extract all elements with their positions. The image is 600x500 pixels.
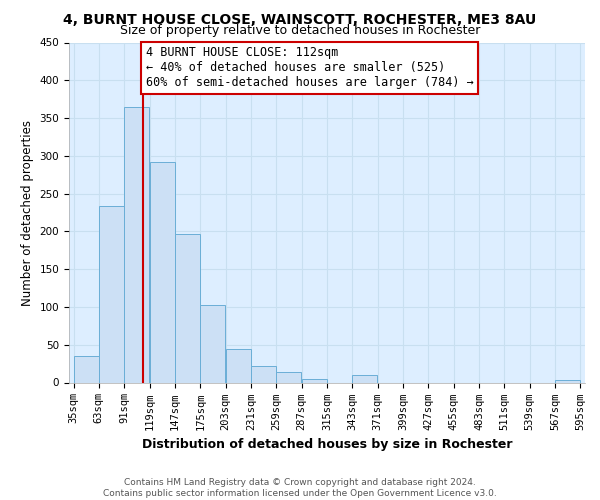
Bar <box>251 366 276 382</box>
Text: Contains HM Land Registry data © Crown copyright and database right 2024.
Contai: Contains HM Land Registry data © Crown c… <box>103 478 497 498</box>
Bar <box>149 162 175 382</box>
Text: 4 BURNT HOUSE CLOSE: 112sqm
← 40% of detached houses are smaller (525)
60% of se: 4 BURNT HOUSE CLOSE: 112sqm ← 40% of det… <box>146 46 473 90</box>
X-axis label: Distribution of detached houses by size in Rochester: Distribution of detached houses by size … <box>142 438 512 451</box>
Bar <box>200 304 226 382</box>
Bar <box>302 380 327 382</box>
Bar <box>226 350 251 382</box>
Bar <box>555 380 580 382</box>
Bar <box>175 234 200 382</box>
Y-axis label: Number of detached properties: Number of detached properties <box>21 120 34 306</box>
Bar <box>124 108 149 382</box>
Bar <box>277 372 301 382</box>
Bar <box>99 206 124 382</box>
Bar <box>352 375 377 382</box>
Text: Size of property relative to detached houses in Rochester: Size of property relative to detached ho… <box>120 24 480 37</box>
Bar <box>74 356 98 382</box>
Text: 4, BURNT HOUSE CLOSE, WAINSCOTT, ROCHESTER, ME3 8AU: 4, BURNT HOUSE CLOSE, WAINSCOTT, ROCHEST… <box>64 12 536 26</box>
